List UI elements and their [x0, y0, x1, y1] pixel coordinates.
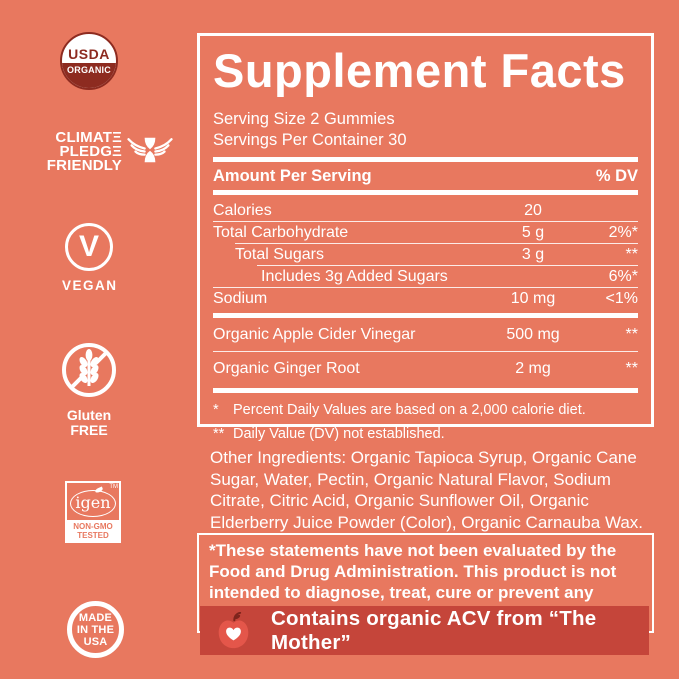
- servings-per-container: Servings Per Container 30: [213, 131, 407, 149]
- nutrient-row-total-carbohydrate: Total Carbohydrate 5 g 2%*: [213, 224, 638, 241]
- usda-organic-badge: USDA ORGANIC: [60, 32, 118, 90]
- winged-hourglass-icon: [127, 135, 173, 170]
- row-divider: [257, 265, 638, 266]
- non-gmo-tested-label: NON-GMO TESTED: [67, 520, 119, 541]
- supplement-facts-panel: Supplement Facts Serving Size 2 Gummies …: [197, 33, 654, 442]
- row-divider: [235, 243, 638, 244]
- acv-mother-banner: Contains organic ACV from “The Mother”: [200, 606, 649, 655]
- vegan-badge: V VEGAN: [62, 223, 116, 293]
- made-in-usa-badge: MADE IN THE USA: [67, 601, 124, 658]
- row-divider: [213, 221, 638, 222]
- vegan-label: VEGAN: [62, 278, 118, 293]
- serving-size: Serving Size 2 Gummies: [213, 110, 395, 128]
- row-divider: [213, 287, 638, 288]
- climate-pledge-label: CLIMATΞ PLEDGΞ FRIENDLY: [46, 129, 122, 174]
- row-divider: [213, 351, 638, 352]
- usda-badge-top-label: USDA: [68, 45, 110, 62]
- igen-non-gmo-badge: TM igen NON-GMO TESTED: [65, 481, 121, 543]
- gluten-free-badge: Gluten FREE: [59, 341, 119, 438]
- trademark-symbol: TM: [109, 484, 118, 490]
- usda-badge-bottom-label: ORGANIC: [62, 62, 116, 88]
- gluten-free-label: Gluten FREE: [66, 407, 112, 438]
- divider-bar: [213, 190, 638, 195]
- amount-per-serving-header: Amount Per Serving % DV: [213, 167, 638, 185]
- nutrient-row-calories: Calories 20: [213, 202, 542, 219]
- igen-logo: igen: [70, 486, 116, 517]
- supplement-row-acv: Organic Apple Cider Vinegar 500 mg **: [213, 326, 638, 343]
- divider-bar: [213, 157, 638, 162]
- banner-text: Contains organic ACV from “The Mother”: [271, 606, 597, 654]
- climate-pledge-friendly-badge: CLIMATΞ PLEDGΞ FRIENDLY: [36, 129, 173, 174]
- divider-bar: [213, 313, 638, 318]
- nutrient-row-added-sugars: Includes 3g Added Sugars 6%*: [261, 268, 638, 285]
- apple-heart-icon: [217, 612, 250, 649]
- other-ingredients-text: Other Ingredients: Organic Tapioca Syrup…: [210, 448, 644, 532]
- footnote-dv-not-established: ** Daily Value (DV) not established.: [213, 426, 445, 442]
- nutrient-row-total-sugars: Total Sugars 3 g **: [235, 246, 638, 263]
- percent-dv-header: % DV: [595, 167, 638, 185]
- footnote-daily-values: * Percent Daily Values are based on a 2,…: [213, 401, 586, 418]
- nutrient-row-sodium: Sodium 10 mg <1%: [213, 290, 638, 307]
- panel-title: Supplement Facts: [213, 44, 626, 97]
- vegan-icon: V: [65, 223, 113, 271]
- divider-bar: [213, 388, 638, 393]
- gluten-free-icon: [60, 343, 118, 403]
- supplement-row-ginger: Organic Ginger Root 2 mg **: [213, 360, 638, 377]
